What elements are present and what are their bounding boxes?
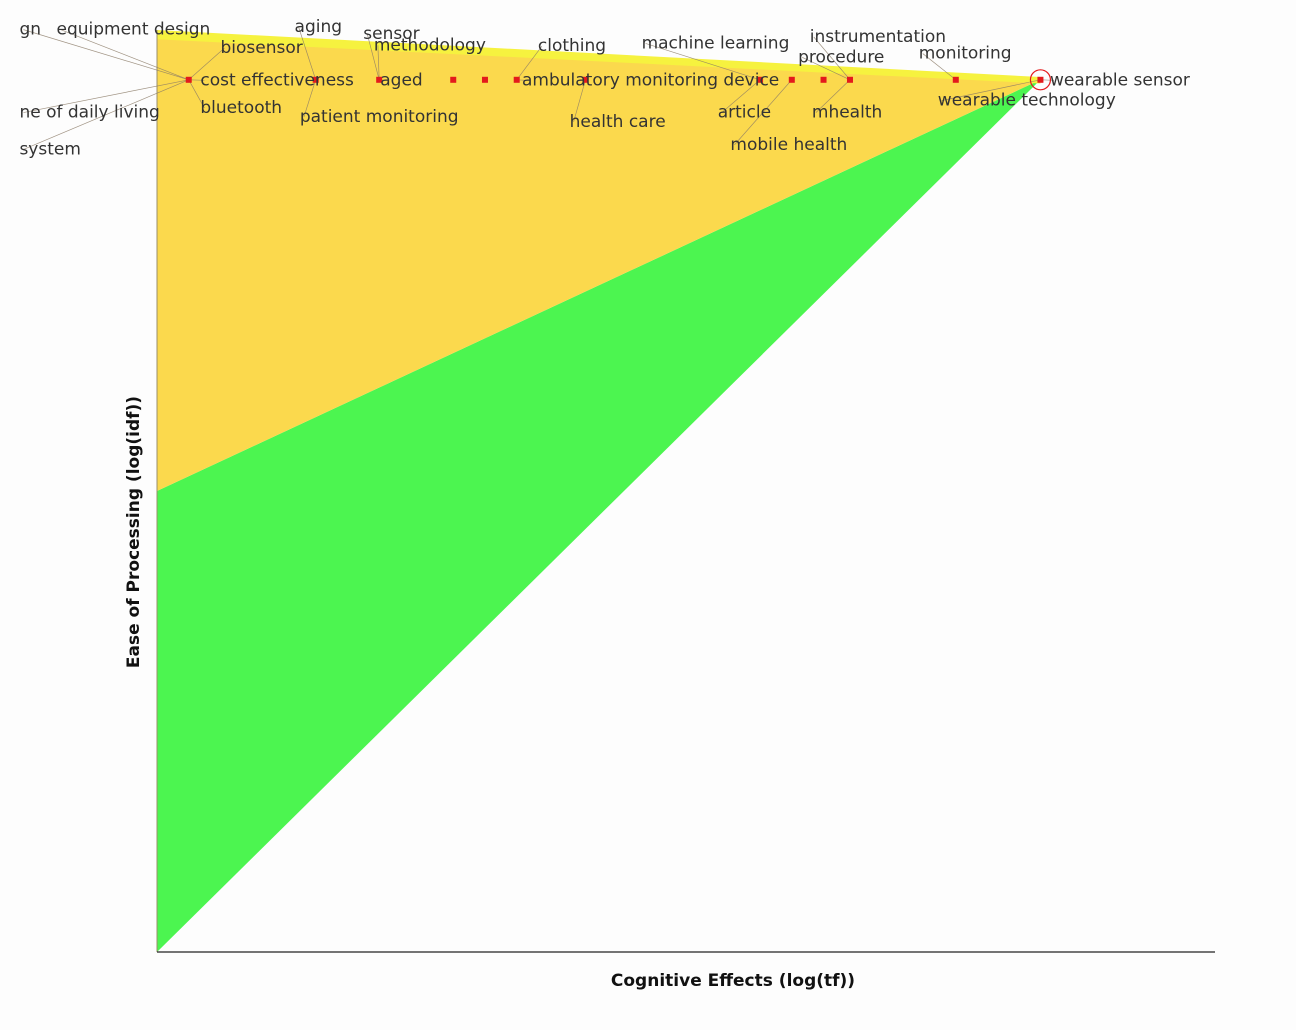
leader-line [516, 45, 543, 80]
leader-line [23, 79, 189, 113]
point-label: clothing [538, 36, 606, 56]
point-labels: gn equipment design aging sensor biosensor me… [19, 17, 1189, 160]
data-point [788, 76, 795, 83]
data-points [185, 69, 1052, 91]
leader-line [188, 79, 205, 109]
data-point [376, 76, 383, 83]
point-label: ambulatory monitoring device [522, 70, 779, 90]
leader-line [941, 79, 1041, 101]
leader-line [377, 45, 380, 80]
point-label: mhealth [812, 103, 882, 123]
data-point [513, 76, 520, 83]
leader-line [645, 43, 761, 81]
point-label: instrumentation [810, 27, 946, 47]
leader-line [60, 29, 189, 81]
point-label: equipment design [56, 20, 210, 40]
leader-line [188, 47, 225, 81]
point-label: bluetooth [200, 98, 282, 118]
leader-line [813, 36, 851, 81]
leader-line [23, 79, 189, 150]
point-label: procedure [798, 47, 884, 67]
point-label: wearable technology [938, 91, 1116, 111]
data-point [846, 76, 853, 83]
point-label: aged [380, 70, 422, 90]
point-label: patient monitoring [300, 107, 459, 127]
highlight-ring [1029, 69, 1052, 91]
leader-line [298, 26, 317, 80]
data-point [582, 76, 589, 83]
data-point [952, 76, 959, 83]
leader-line [303, 79, 317, 118]
point-label: article [718, 103, 771, 123]
leader-line [366, 34, 380, 80]
point-label: sensor [363, 24, 419, 44]
data-point [185, 76, 192, 83]
leader-line [721, 79, 761, 113]
point-label: biosensor [220, 38, 302, 58]
point-label: monitoring [919, 44, 1012, 64]
point-label: ne of daily living [19, 103, 159, 123]
data-point [1037, 76, 1044, 83]
leader-lines [23, 26, 1054, 150]
leader-line [734, 79, 793, 146]
point-label: gn [19, 20, 41, 40]
y-axis-label: Ease of Processing (log(idf)) [124, 396, 144, 668]
point-label: methodology [374, 35, 486, 55]
data-point [450, 76, 457, 83]
data-point [757, 76, 764, 83]
point-label: wearable sensor [1050, 70, 1190, 90]
leader-line [922, 53, 957, 81]
green-region [157, 79, 1041, 952]
point-label: machine learning [642, 33, 790, 53]
point-label: system [19, 139, 80, 159]
data-point [481, 76, 488, 83]
point-label: health care [570, 112, 666, 132]
x-axis-label: Cognitive Effects (log(tf)) [611, 971, 855, 991]
leader-line [801, 56, 851, 81]
data-point [820, 76, 827, 83]
chart-regions [157, 30, 1041, 952]
data-point [312, 76, 319, 83]
chart-axes [156, 30, 1215, 953]
leader-line [815, 79, 851, 113]
point-label: aging [295, 17, 343, 37]
leader-line [573, 79, 586, 122]
point-label: cost effectiveness [200, 70, 354, 90]
leader-line [23, 29, 189, 81]
top-band [157, 30, 1041, 84]
point-label: mobile health [730, 135, 847, 155]
yellow-region [157, 34, 1041, 492]
